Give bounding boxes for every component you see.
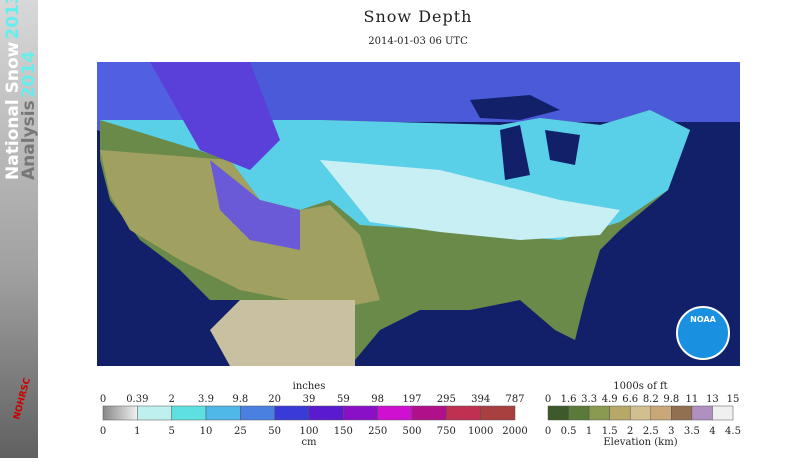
legend-label-bottom: 4: [709, 426, 715, 437]
legend-label-bottom: 4.5: [725, 426, 741, 437]
legend-swatch: [480, 405, 516, 421]
legend-label-top: 3.9: [198, 394, 214, 405]
lake-huron: [545, 130, 580, 165]
legend-label-bottom: 2000: [502, 426, 527, 437]
legend-swatch: [691, 405, 713, 421]
legend-swatch: [547, 405, 569, 421]
legend-label-top: 13: [706, 394, 719, 405]
legend-label-top: 9.8: [232, 394, 248, 405]
legend-label-bottom: 100: [299, 426, 318, 437]
legend-label-bottom: 250: [368, 426, 387, 437]
legend-label-top: 8.2: [643, 394, 659, 405]
legend-label-top: 0: [100, 394, 106, 405]
legend-label-bottom: 150: [334, 426, 353, 437]
legend-label-bottom: 750: [437, 426, 456, 437]
legend-label-top: 39: [303, 394, 316, 405]
legend-label-top: 0.39: [126, 394, 148, 405]
legend-label-top: 394: [471, 394, 490, 405]
sidebar-title: National Snow2013-: [3, 0, 23, 180]
legend-unit-top: inches: [293, 381, 326, 392]
legend-label-bottom: 10: [200, 426, 213, 437]
legend-label-bottom: 1: [134, 426, 140, 437]
legend-label-top: 1.6: [561, 394, 577, 405]
legend-label-bottom: 0: [100, 426, 106, 437]
legend-label-bottom: 25: [234, 426, 247, 437]
noaa-logo: [676, 306, 730, 360]
legend-swatch: [568, 405, 590, 421]
legend-swatch: [650, 405, 672, 421]
legend-label-top: 2: [168, 394, 174, 405]
noaa-text: NOAA: [690, 315, 716, 324]
legend-swatch: [274, 405, 310, 421]
sidebar-text: National Snow2013- Analysis2014: [3, 0, 39, 180]
legend-label-bottom: 0: [545, 426, 551, 437]
legend-label-bottom: 0.5: [561, 426, 577, 437]
legend-label-bottom: 5: [168, 426, 174, 437]
legend-label-bottom: 50: [268, 426, 281, 437]
date: 2014-01-03 06 UTC: [368, 36, 468, 47]
sidebar: [0, 0, 38, 458]
map: NOAA: [97, 62, 740, 366]
rockies-snow: [210, 160, 300, 250]
title: Snow Depth: [364, 7, 473, 26]
legend-label-top: 59: [337, 394, 350, 405]
legend-swatch: [588, 405, 610, 421]
legend-swatch: [308, 405, 344, 421]
legend-label-bottom: 1000: [468, 426, 493, 437]
legend-unit-bottom: Elevation (km): [603, 437, 677, 448]
legend-label-bottom: 3: [668, 426, 674, 437]
legend-label-bottom: 500: [402, 426, 421, 437]
montana-snow: [150, 62, 280, 170]
lake-superior: [470, 95, 560, 120]
legend-swatch: [171, 405, 207, 421]
legend-label-bottom: 1: [586, 426, 592, 437]
legend-swatch: [205, 405, 241, 421]
sidebar-subtitle: Analysis2014: [19, 51, 39, 180]
legend-label-top: 197: [402, 394, 421, 405]
legend-label-top: 20: [268, 394, 281, 405]
legend-label-bottom: 2.5: [643, 426, 659, 437]
legend-swatch: [377, 405, 413, 421]
legend-label-top: 15: [727, 394, 740, 405]
legend-label-top: 787: [505, 394, 524, 405]
legend-unit-bottom: cm: [301, 437, 317, 448]
snow-light: [320, 160, 620, 240]
legend-swatch: [411, 405, 447, 421]
legend-label-top: 3.3: [581, 394, 597, 405]
legend-label-bottom: 3.5: [684, 426, 700, 437]
legend-swatch: [609, 405, 631, 421]
legend-unit-top: 1000s of ft: [613, 381, 667, 392]
legend-swatch: [712, 405, 734, 421]
legend-label-bottom: 1.5: [602, 426, 618, 437]
legend-swatch: [240, 405, 275, 421]
legend-label-top: 9.8: [663, 394, 679, 405]
legend-label-bottom: 2: [627, 426, 633, 437]
legend-label-top: 4.9: [602, 394, 618, 405]
legend-label-top: 98: [371, 394, 384, 405]
mexico: [210, 300, 355, 366]
lake-michigan: [500, 125, 530, 180]
legend-label-top: 11: [686, 394, 699, 405]
legend-swatch: [102, 405, 138, 421]
legend-label-top: 0: [545, 394, 551, 405]
legend-label-top: 295: [437, 394, 456, 405]
legend-swatch: [343, 405, 378, 421]
legend-swatch: [629, 405, 652, 421]
legend-label-top: 6.6: [622, 394, 638, 405]
legend-swatch: [671, 405, 693, 421]
legend-swatch: [446, 405, 481, 421]
legend-swatch: [137, 405, 172, 421]
